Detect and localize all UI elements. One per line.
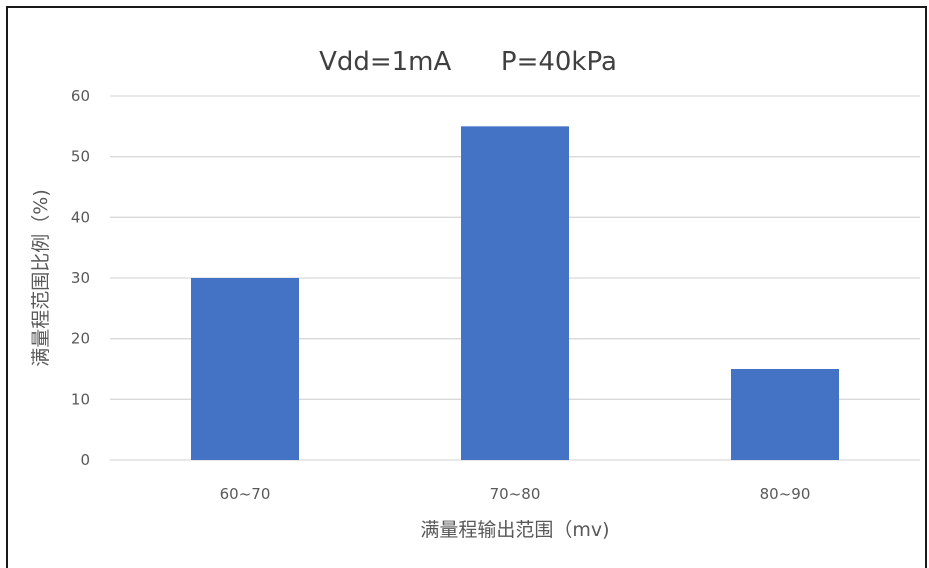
x-tick-label: 70~80: [490, 485, 541, 503]
y-tick-label: 20: [71, 330, 90, 348]
bar-80~90: [731, 369, 839, 460]
chart-title: Vdd=1mA P=40kPa: [319, 47, 617, 77]
y-tick-label: 60: [71, 87, 90, 105]
bar-70~80: [461, 126, 569, 460]
x-tick-label: 60~70: [220, 485, 271, 503]
x-tick-label: 80~90: [760, 485, 811, 503]
y-tick-label: 10: [71, 390, 90, 408]
x-axis-title: 满量程输出范围（mv): [420, 519, 609, 541]
y-tick-labels: 0 10 20 30 40 50 60: [71, 87, 90, 469]
y-tick-label: 0: [80, 451, 90, 469]
y-tick-label: 40: [71, 208, 90, 226]
y-axis-title: 满量程范围比例（%): [30, 189, 52, 366]
x-tick-labels: 60~70 70~80 80~90: [220, 485, 811, 503]
y-tick-label: 50: [71, 148, 90, 166]
bars: [191, 126, 839, 460]
y-tick-label: 30: [71, 269, 90, 287]
bar-60~70: [191, 278, 299, 460]
